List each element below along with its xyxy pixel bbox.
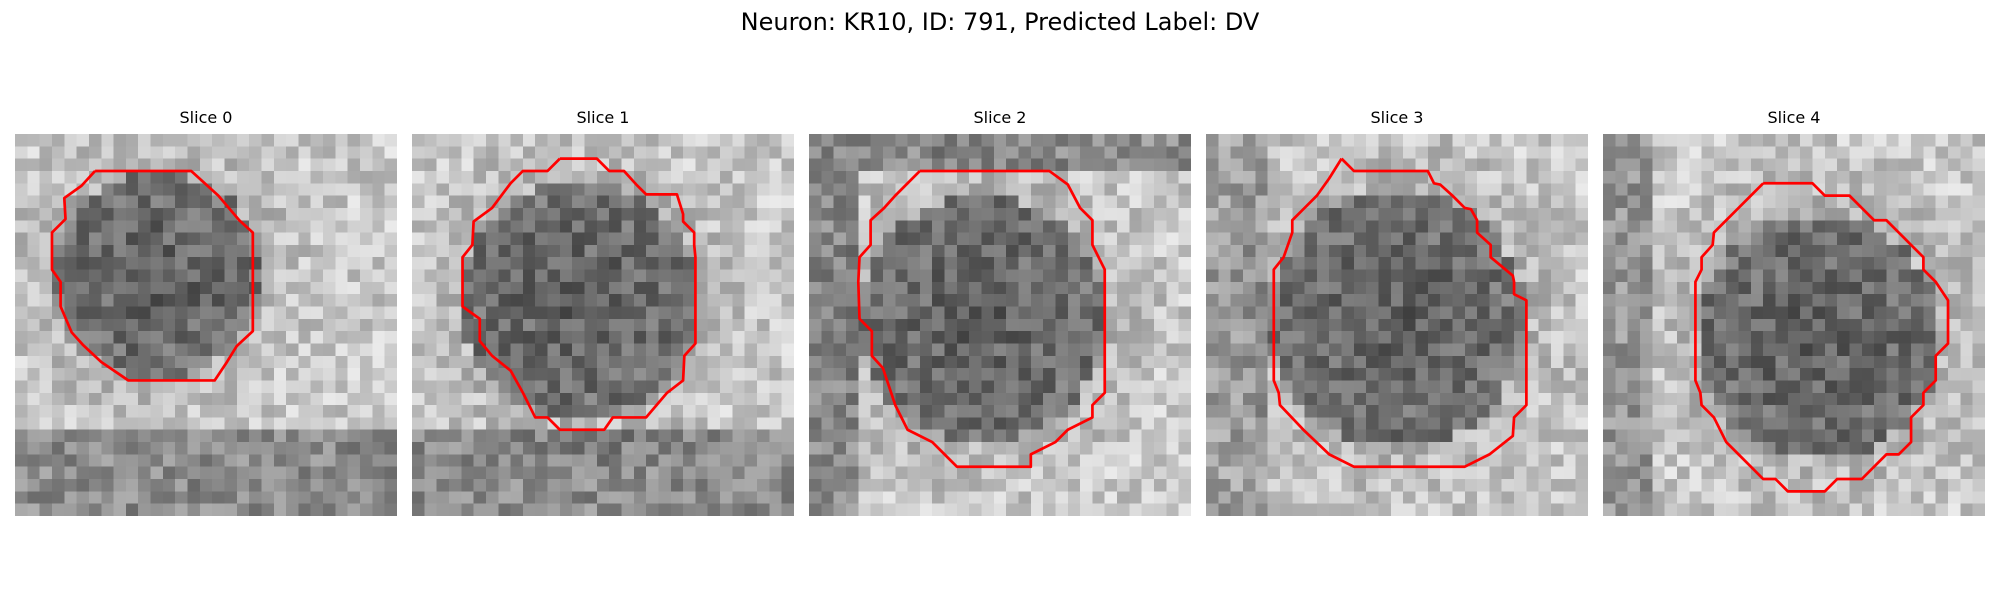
slice-panel-1: Slice 1 <box>412 108 794 516</box>
neuron-contour <box>50 169 255 382</box>
neuron-contour <box>1694 181 1950 493</box>
slice-image <box>1206 134 1588 516</box>
grayscale-microscopy-pixels <box>1206 134 1588 516</box>
slice-image <box>1603 134 1985 516</box>
grayscale-microscopy-pixels <box>809 134 1191 516</box>
figure-title: Neuron: KR10, ID: 791, Predicted Label: … <box>740 8 1260 36</box>
slice-panel-4: Slice 4 <box>1603 108 1985 516</box>
slice-title: Slice 0 <box>179 108 233 127</box>
slice-image <box>412 134 794 516</box>
slice-panel-3: Slice 3 <box>1206 108 1588 516</box>
slice-image <box>15 134 397 516</box>
grayscale-microscopy-pixels <box>412 134 794 516</box>
slice-title: Slice 1 <box>576 108 630 127</box>
slice-title: Slice 2 <box>973 108 1027 127</box>
slice-panel-2: Slice 2 <box>809 108 1191 516</box>
slice-panel-0: Slice 0 <box>15 108 397 516</box>
slice-title: Slice 4 <box>1767 108 1821 127</box>
neuron-contour <box>856 169 1107 469</box>
grayscale-microscopy-pixels <box>15 134 397 516</box>
slice-title: Slice 3 <box>1370 108 1424 127</box>
neuron-contour <box>461 157 697 432</box>
slice-image <box>809 134 1191 516</box>
grayscale-microscopy-pixels <box>1603 134 1985 516</box>
neuron-contour <box>1272 157 1528 469</box>
